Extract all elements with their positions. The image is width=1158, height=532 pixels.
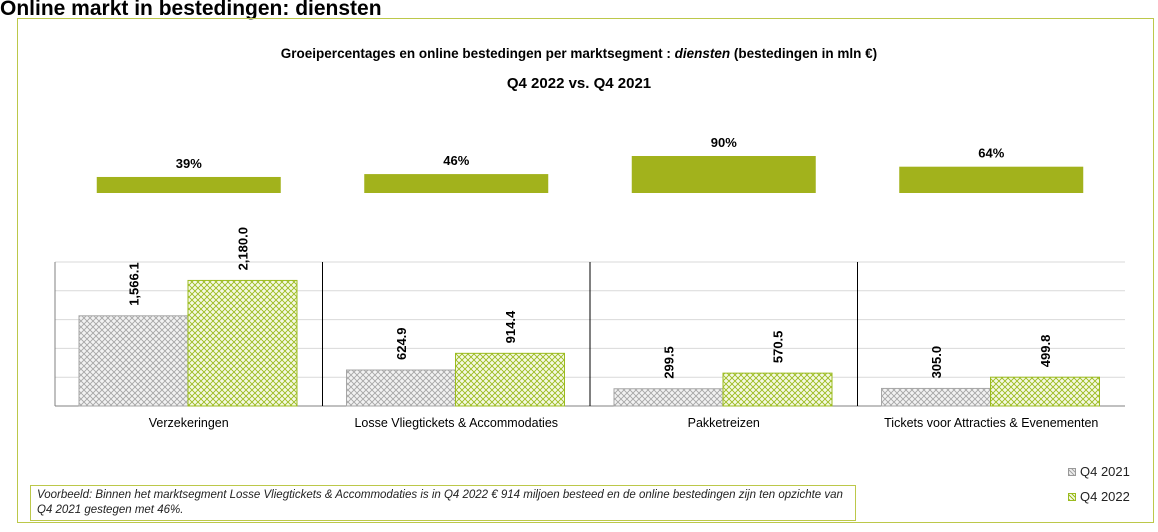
chart-subtitle: Q4 2022 vs. Q4 2021	[506, 75, 652, 92]
growth-bar	[96, 176, 281, 193]
legend-item-q4-2021: Q4 2021	[1068, 464, 1130, 479]
bar-value-label: 499.8	[1038, 335, 1053, 368]
example-note: Voorbeeld: Binnen het marktsegment Losse…	[30, 485, 856, 521]
page-title: Online markt in bestedingen: diensten	[0, 0, 382, 20]
category-label: Tickets voor Attracties & Evenementen	[884, 416, 1098, 430]
category-label: Losse Vliegtickets & Accommodaties	[354, 416, 558, 430]
legend-label-q4-2022: Q4 2022	[1080, 489, 1130, 504]
growth-bar	[364, 174, 549, 193]
legend-item-q4-2022: Q4 2022	[1068, 489, 1130, 504]
bar-q4-2021	[346, 369, 456, 407]
bar-value-label: 570.5	[771, 331, 786, 364]
legend-label-q4-2021: Q4 2021	[1080, 464, 1130, 479]
chart-frame	[17, 18, 1154, 523]
bar-value-label: 1,566.1	[127, 262, 142, 305]
bar-q4-2021	[881, 387, 991, 407]
bar-q4-2022	[455, 352, 565, 407]
bar-q4-2021	[78, 315, 189, 407]
growth-label: 46%	[443, 153, 469, 168]
bar-value-label: 305.0	[929, 346, 944, 379]
growth-label: 64%	[978, 146, 1004, 161]
growth-bar	[899, 166, 1084, 193]
category-label: Verzekeringen	[149, 416, 229, 430]
legend-swatch-q4-2021	[1068, 467, 1076, 476]
bar-value-label: 2,180.0	[236, 227, 251, 270]
bar-q4-2021	[613, 388, 724, 407]
growth-label: 39%	[176, 156, 202, 171]
growth-bar	[631, 156, 816, 193]
bar-value-label: 624.9	[394, 327, 409, 360]
bar-q4-2022	[187, 279, 298, 407]
growth-label: 90%	[711, 135, 737, 150]
bar-q4-2022	[990, 376, 1100, 407]
legend-swatch-q4-2022	[1068, 492, 1076, 501]
bar-value-label: 299.5	[662, 346, 677, 379]
bar-q4-2022	[722, 372, 833, 407]
bar-value-label: 914.4	[503, 310, 518, 343]
category-label: Pakketreizen	[688, 416, 760, 430]
chart-title: Groeipercentages en online bestedingen p…	[280, 46, 878, 61]
